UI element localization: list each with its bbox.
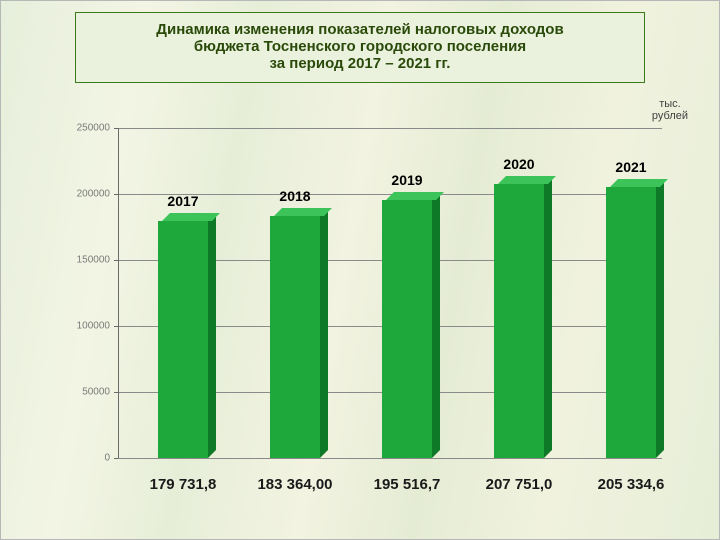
bar-value-label: 183 364,00: [240, 476, 350, 493]
bar-value-label: 179 731,8: [128, 476, 238, 493]
y-axis-tick-label: 0: [62, 453, 110, 464]
bar-year-label: 2018: [235, 188, 355, 204]
y-axis-tick-label: 200000: [62, 189, 110, 200]
y-axis-tick-label: 250000: [62, 123, 110, 134]
bar-chart: 20172018201920202021 0500001000001500002…: [62, 128, 672, 458]
bar-side: [656, 179, 664, 458]
bar-top: [386, 192, 444, 200]
bar-group: 2018: [270, 128, 320, 458]
title-line-2: бюджета Тосненского городского поселения: [86, 38, 634, 55]
bar-side: [320, 208, 328, 458]
bar: [158, 221, 208, 458]
bar-year-label: 2019: [347, 172, 467, 188]
bar-top: [498, 176, 556, 184]
bar-value-label: 195 516,7: [352, 476, 462, 493]
bar-value-label: 205 334,6: [576, 476, 686, 493]
bar-year-label: 2020: [459, 156, 579, 172]
chart-title-box: Динамика изменения показателей налоговых…: [75, 12, 645, 83]
bar: [606, 187, 656, 458]
bar-side: [208, 213, 216, 458]
bar-group: 2020: [494, 128, 544, 458]
title-line-1: Динамика изменения показателей налоговых…: [86, 21, 634, 38]
bar-group: 2019: [382, 128, 432, 458]
y-axis-tick: [114, 458, 118, 459]
y-axis-tick-label: 100000: [62, 321, 110, 332]
y-axis-tick-label: 50000: [62, 387, 110, 398]
bar: [270, 216, 320, 458]
chart-plot-area: 20172018201920202021: [118, 128, 662, 458]
bar: [382, 200, 432, 458]
bar-top: [610, 179, 668, 187]
y-axis: [118, 128, 119, 458]
bar-value-label: 207 751,0: [464, 476, 574, 493]
chart-gridline: [118, 458, 662, 459]
bar-group: 2017: [158, 128, 208, 458]
bar: [494, 184, 544, 458]
bar-year-label: 2017: [123, 193, 243, 209]
unit-line-1: тыс.: [659, 98, 681, 110]
bar-side: [432, 192, 440, 458]
unit-line-2: рублей: [652, 110, 688, 122]
y-axis-tick-label: 150000: [62, 255, 110, 266]
bar-side: [544, 176, 552, 458]
bar-top: [162, 213, 220, 221]
bar-group: 2021: [606, 128, 656, 458]
unit-label: тыс. рублей: [652, 98, 688, 122]
bar-top: [274, 208, 332, 216]
bar-year-label: 2021: [571, 159, 691, 175]
title-line-3: за период 2017 – 2021 гг.: [86, 55, 634, 72]
